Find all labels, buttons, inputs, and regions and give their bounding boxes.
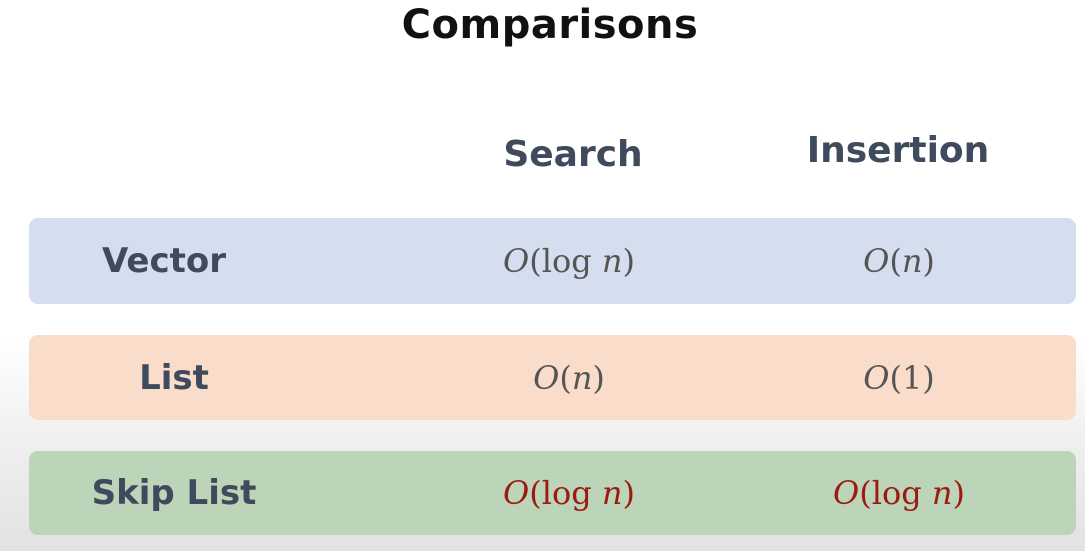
- cell-vector-search: O(log n): [503, 242, 635, 280]
- row-skip-list: Skip List O(log n) O(log n): [29, 451, 1076, 535]
- row-vector: Vector O(log n) O(n): [29, 218, 1076, 304]
- column-header-insertion: Insertion: [806, 130, 990, 171]
- row-list: List O(n) O(1): [29, 335, 1076, 420]
- cell-skip-list-insertion: O(log n): [833, 474, 965, 512]
- cell-vector-insertion: O(n): [863, 242, 935, 280]
- row-label-vector: Vector: [101, 241, 227, 281]
- row-label-skip-list: Skip List: [91, 473, 257, 513]
- cell-skip-list-search: O(log n): [503, 474, 635, 512]
- cell-list-insertion: O(1): [863, 358, 935, 397]
- column-header-search: Search: [503, 134, 643, 175]
- slide-title: Comparisons: [401, 2, 699, 48]
- row-label-list: List: [139, 357, 209, 398]
- cell-list-search: O(n): [533, 358, 605, 397]
